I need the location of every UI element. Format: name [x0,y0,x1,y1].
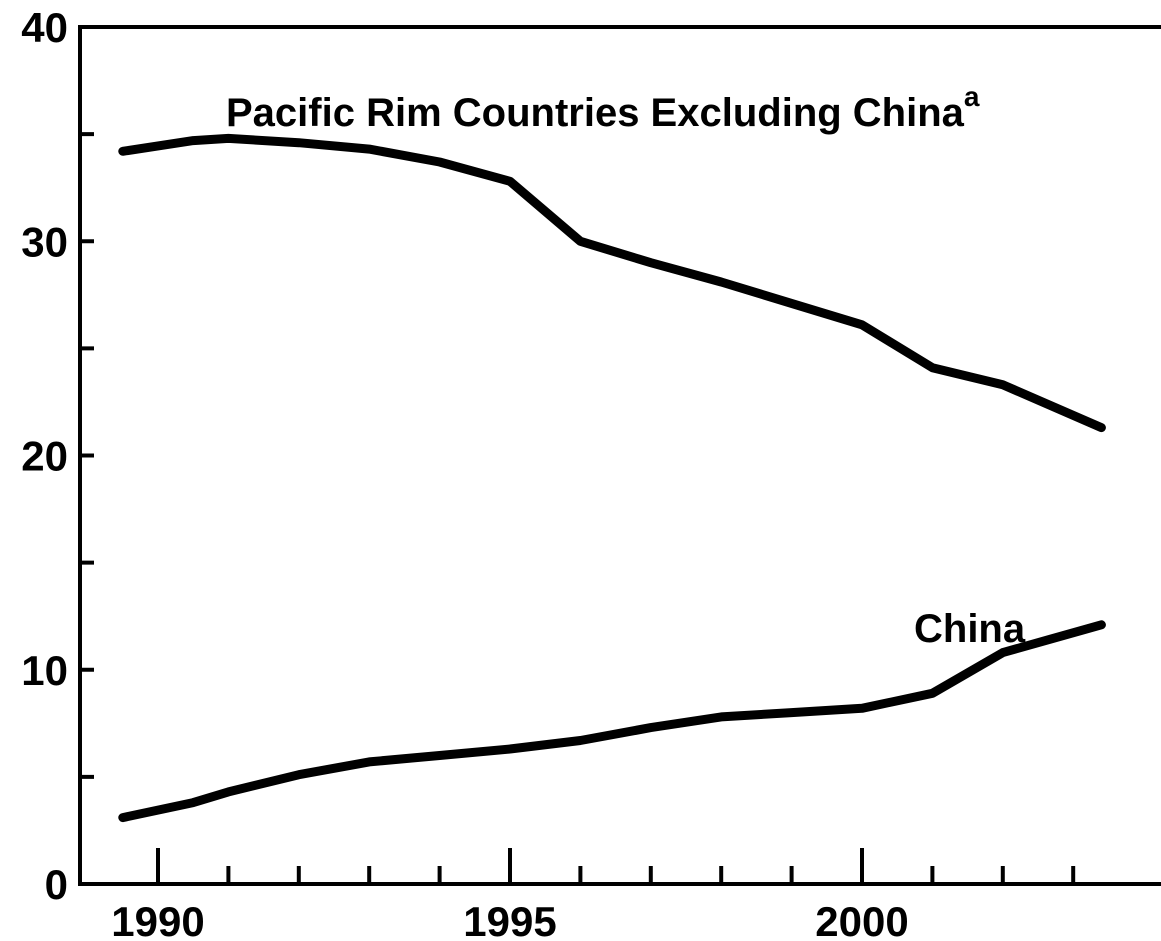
axes [78,25,1161,886]
series-labels: Pacific Rim Countries Excluding Chinaa C… [226,81,1026,651]
series-label-china: China [914,607,1026,651]
ticks [80,25,1076,886]
y-tick-label: 30 [21,218,68,265]
y-tick-label: 20 [21,433,68,480]
x-tick-label: 1995 [463,898,556,941]
series-line-pacific-rim [118,133,1106,433]
x-tick-label: 1990 [111,898,204,941]
series-line-china [118,620,1106,823]
series-label-pacific-rim: Pacific Rim Countries Excluding Chinaa [226,81,980,135]
tick-labels: 0 10 20 30 40 1990 1995 2000 [21,4,908,941]
y-tick-label: 40 [21,4,68,51]
y-tick-label: 10 [21,647,68,694]
y-tick-label: 0 [45,861,68,908]
x-tick-label: 2000 [815,898,908,941]
series-lines [118,133,1106,823]
plot-frame [78,25,1161,886]
